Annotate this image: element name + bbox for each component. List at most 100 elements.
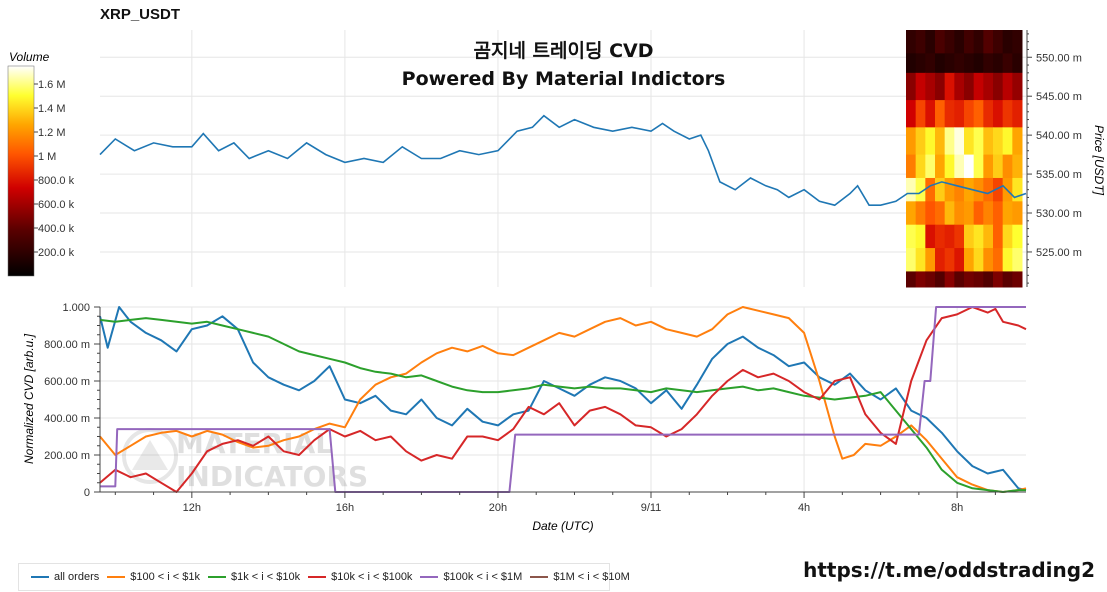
colorbar-tick-label: 1.6 M [38, 79, 66, 91]
colorbar-tick-label: 1 M [38, 151, 56, 163]
heatmap-cell [954, 53, 965, 74]
heatmap-cell [935, 224, 946, 249]
heatmap-cell [1012, 224, 1023, 249]
chart-subtitle: Powered By Material Indictors [401, 68, 726, 90]
cvd-series-line [100, 306, 1026, 493]
heatmap-cell [1002, 224, 1013, 249]
price-grid [100, 56, 1026, 253]
legend-item[interactable]: $100k < i < $1M [420, 571, 522, 583]
heatmap-cell [1002, 127, 1013, 156]
heatmap-cell [925, 224, 936, 249]
heatmap-cell [935, 30, 946, 54]
heatmap-cell [935, 201, 946, 226]
legend-item[interactable]: $1k < i < $10k [207, 571, 301, 583]
heatmap-cell [993, 154, 1004, 179]
x-axis-label: Date (UTC) [532, 519, 593, 533]
heatmap-cell [973, 248, 984, 272]
cvd-y-tick-label: 1.000 [62, 302, 90, 314]
heatmap-cell [964, 224, 975, 249]
heatmap-cell [1012, 100, 1023, 128]
colorbar-gradient [7, 65, 35, 277]
legend-label: $10k < i < $100k [331, 571, 413, 583]
heatmap-cell [944, 53, 955, 74]
heatmap-cell [925, 248, 936, 272]
price-line [99, 114, 1027, 207]
heatmap-cell [925, 271, 936, 288]
heatmap-cell [915, 72, 926, 101]
heatmap-cell [944, 100, 955, 128]
heatmap-cell [915, 177, 926, 202]
heatmap-cell [973, 177, 984, 202]
cvd-y-tick-label: 0 [84, 487, 90, 499]
heatmap-cell [1012, 177, 1023, 202]
heatmap-cell [906, 30, 917, 54]
symbol-title: XRP_USDT [100, 6, 181, 23]
legend-swatch [31, 576, 49, 578]
heatmap-cell [925, 100, 936, 128]
heatmap-cell [983, 201, 994, 226]
heatmap-cell [993, 248, 1004, 272]
heatmap-cell [935, 177, 946, 202]
cvd-y-tick-label: 600.00 m [44, 376, 90, 388]
heatmap-cell [915, 271, 926, 288]
legend-swatch [207, 576, 226, 578]
heatmap-cell [925, 201, 936, 226]
cvd-series-line [99, 317, 1026, 493]
legend-item[interactable]: all orders [31, 571, 99, 583]
cvd-axes: 0 200.00 m 400.00 m 600.00 m 800.00 m 1.000 12… [44, 302, 1026, 514]
heatmap-cell [1012, 30, 1023, 54]
heatmap-cell [1012, 127, 1023, 156]
price-tick-label: 530.00 m [1036, 208, 1082, 220]
heatmap-cell [993, 177, 1004, 202]
colorbar-tick-label: 800.0 k [38, 175, 75, 187]
heatmap-cell [964, 177, 975, 202]
telegram-link[interactable]: https://t.me/oddstrading2 [803, 558, 1095, 582]
price-y-axis: 525.00 m 530.00 m 535.00 m 540.00 m 545.00 m… [1026, 30, 1082, 287]
heatmap-cell [935, 248, 946, 272]
volume-colorbar: Volume 1.6 M 1.4 M 1.2 M 1 M 800.0 k 600.0 k 4… [7, 50, 75, 277]
heatmap-cell [915, 53, 926, 74]
heatmap-cell [964, 30, 975, 54]
legend-swatch [308, 576, 327, 578]
heatmap-cell [964, 248, 975, 272]
heatmap-cell [925, 53, 936, 74]
colorbar-tick-label: 200.0 k [38, 247, 75, 259]
heatmap-cell [1002, 271, 1013, 288]
legend-item[interactable]: $100 < i < $1k [107, 571, 200, 583]
legend-label: $1k < i < $10k [230, 571, 301, 583]
heatmap-cell [973, 224, 984, 249]
heatmap-cell [954, 30, 965, 54]
heatmap-cell [944, 127, 955, 156]
heatmap-cell [915, 100, 926, 128]
cvd-y-tick-label: 200.00 m [44, 450, 90, 462]
heatmap-cell [915, 127, 926, 156]
heatmap-cell [944, 224, 955, 249]
heatmap-cell [964, 127, 975, 156]
legend-item[interactable]: $10k < i < $100k [308, 571, 412, 583]
heatmap-cell [964, 271, 975, 288]
heatmap-cell [906, 177, 917, 202]
watermark-line2: INDICATORS [176, 460, 368, 493]
heatmap-cell [1002, 248, 1013, 272]
heatmap-cell [954, 100, 965, 128]
cvd-series-lines [99, 306, 1027, 493]
heatmap-cell [954, 72, 965, 101]
heatmap-cell [925, 72, 936, 101]
heatmap-cell [906, 224, 917, 249]
heatmap-cell [1002, 154, 1013, 179]
heatmap-cell [915, 201, 926, 226]
heatmap-cell [973, 271, 984, 288]
heatmap-cell [935, 271, 946, 288]
heatmap-cell [935, 72, 946, 101]
heatmap-cell [973, 127, 984, 156]
legend-item[interactable]: $1M < i < $10M [530, 571, 630, 583]
heatmap-cell [973, 72, 984, 101]
heatmap-cell [973, 154, 984, 179]
legend-swatch [107, 576, 126, 578]
heatmap-cell [964, 100, 975, 128]
heatmap-cell [1002, 30, 1013, 54]
cvd-series-line [99, 306, 1027, 493]
heatmap-cell [1002, 53, 1013, 74]
colorbar-tick-label: 1.4 M [38, 103, 66, 115]
